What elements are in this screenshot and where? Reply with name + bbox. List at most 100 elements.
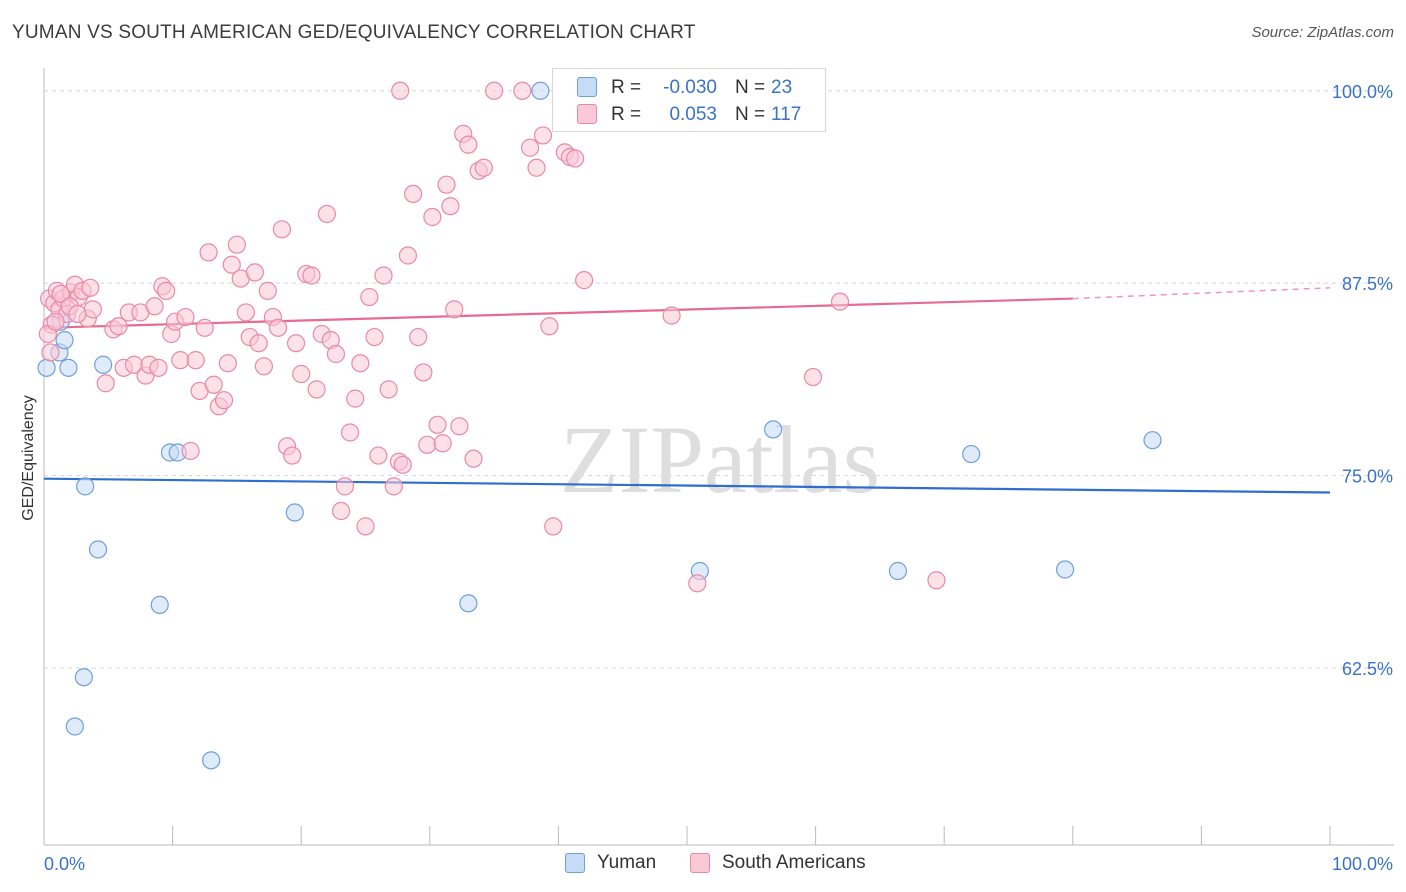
south-americans-point bbox=[688, 574, 707, 593]
south-americans-point bbox=[283, 446, 302, 465]
south-americans-point bbox=[186, 351, 205, 370]
south-americans-point bbox=[307, 380, 326, 399]
south-americans-point bbox=[292, 364, 311, 384]
south-americans-point bbox=[68, 304, 87, 324]
south-americans-point bbox=[317, 204, 337, 224]
tick-labels: 62.5% 75.0% 87.5% 100.0% 0.0% 100.0% bbox=[44, 82, 1393, 874]
south-americans-point bbox=[409, 327, 428, 347]
trend-lines bbox=[43, 287, 1331, 494]
south-americans-point bbox=[365, 327, 384, 347]
south-americans-point bbox=[204, 375, 223, 394]
yuman-point bbox=[962, 444, 981, 464]
south-americans-point bbox=[171, 351, 190, 370]
legend-label-south-americans: South Americans bbox=[722, 852, 866, 873]
south-americans-point bbox=[437, 175, 456, 194]
watermark: ZIPatlas bbox=[560, 406, 880, 513]
south-americans-point bbox=[575, 271, 594, 290]
south-americans-point bbox=[81, 278, 100, 297]
south-americans-point bbox=[286, 334, 306, 353]
south-americans-point bbox=[218, 354, 237, 373]
south-americans-point bbox=[195, 318, 214, 337]
yuman-point bbox=[37, 358, 56, 377]
axes bbox=[43, 68, 1394, 846]
chart-title: YUMAN VS SOUTH AMERICAN GED/EQUIVALENCY … bbox=[12, 22, 696, 43]
south-americans-point bbox=[450, 417, 469, 436]
south-americans-point bbox=[398, 246, 418, 265]
yuman-point bbox=[202, 751, 221, 770]
south-americans-point bbox=[356, 517, 375, 536]
yuman-point bbox=[55, 331, 74, 350]
south-americans-point bbox=[464, 449, 483, 468]
south-americans-point bbox=[393, 455, 412, 474]
south-americans-point bbox=[249, 334, 268, 353]
south-americans-point bbox=[474, 158, 493, 177]
south-americans-point bbox=[351, 354, 370, 373]
south-americans-point bbox=[214, 391, 234, 410]
south-americans-trend-line bbox=[43, 297, 1073, 329]
south-americans-point bbox=[176, 307, 195, 327]
south-americans-point bbox=[433, 434, 452, 453]
south-americans-point bbox=[326, 344, 346, 364]
yuman-swatch bbox=[565, 853, 585, 873]
yuman-trend-line bbox=[43, 477, 1331, 494]
south-americans-point bbox=[445, 300, 464, 319]
south-americans-point bbox=[46, 312, 65, 331]
yuman-point bbox=[1143, 431, 1162, 450]
south-americans-point bbox=[540, 317, 559, 336]
south-americans-point bbox=[459, 135, 478, 154]
south-americans-point bbox=[109, 317, 128, 336]
south-americans-point bbox=[145, 297, 164, 316]
south-americans-point bbox=[96, 374, 115, 393]
south-americans-point bbox=[245, 263, 265, 282]
south-americans-point bbox=[302, 266, 321, 285]
legend-row-yuman: R = -0.030 N = 23 bbox=[553, 74, 825, 100]
south-americans-point bbox=[384, 477, 403, 496]
south-americans-point bbox=[566, 149, 585, 168]
yuman-point bbox=[764, 420, 783, 439]
south-americans-point bbox=[369, 446, 388, 465]
yuman-point bbox=[285, 503, 304, 522]
south-americans-point bbox=[379, 380, 398, 399]
n-value: 117 bbox=[771, 104, 802, 125]
south-americans-swatch bbox=[690, 853, 710, 873]
y-tick-label: 62.5% bbox=[1342, 659, 1393, 679]
south-americans-point bbox=[533, 126, 553, 145]
south-americans-point bbox=[222, 255, 241, 274]
yuman-point bbox=[88, 540, 108, 559]
south-americans-point bbox=[272, 220, 292, 239]
south-americans-point bbox=[236, 303, 256, 322]
yuman-point bbox=[76, 477, 95, 496]
south-americans-point bbox=[662, 306, 681, 325]
yuman-point bbox=[459, 594, 478, 613]
south-americans-trend-extension bbox=[1072, 287, 1331, 300]
yuman-point bbox=[1055, 560, 1075, 579]
x-tick-label: 0.0% bbox=[44, 854, 85, 874]
yuman-point bbox=[888, 561, 908, 581]
south-americans-point bbox=[513, 81, 532, 100]
r-label: R = bbox=[611, 104, 642, 125]
south-americans-point bbox=[346, 389, 365, 408]
south-americans-point bbox=[41, 343, 60, 362]
r-label: R = bbox=[611, 77, 642, 98]
n-label: N = bbox=[735, 104, 766, 125]
south-americans-point bbox=[51, 284, 70, 304]
yuman-point bbox=[74, 668, 93, 687]
grid-lines bbox=[44, 90, 1394, 669]
r-value: 0.053 bbox=[669, 104, 717, 125]
south-americans-point bbox=[227, 235, 246, 254]
south-americans-point bbox=[485, 81, 504, 100]
south-americans-point bbox=[544, 517, 563, 536]
south-americans-point bbox=[331, 501, 351, 521]
yuman-point bbox=[94, 355, 113, 374]
south-americans-point bbox=[441, 197, 460, 216]
n-value: 23 bbox=[771, 77, 793, 98]
y-tick-label: 75.0% bbox=[1342, 467, 1393, 487]
south-americans-point bbox=[527, 158, 546, 177]
south-americans-point bbox=[340, 423, 360, 442]
south-americans-point bbox=[335, 477, 355, 496]
south-americans-point bbox=[428, 415, 447, 434]
south-americans-point bbox=[391, 81, 410, 100]
south-americans-point bbox=[374, 266, 393, 285]
south-americans-point bbox=[521, 138, 540, 157]
